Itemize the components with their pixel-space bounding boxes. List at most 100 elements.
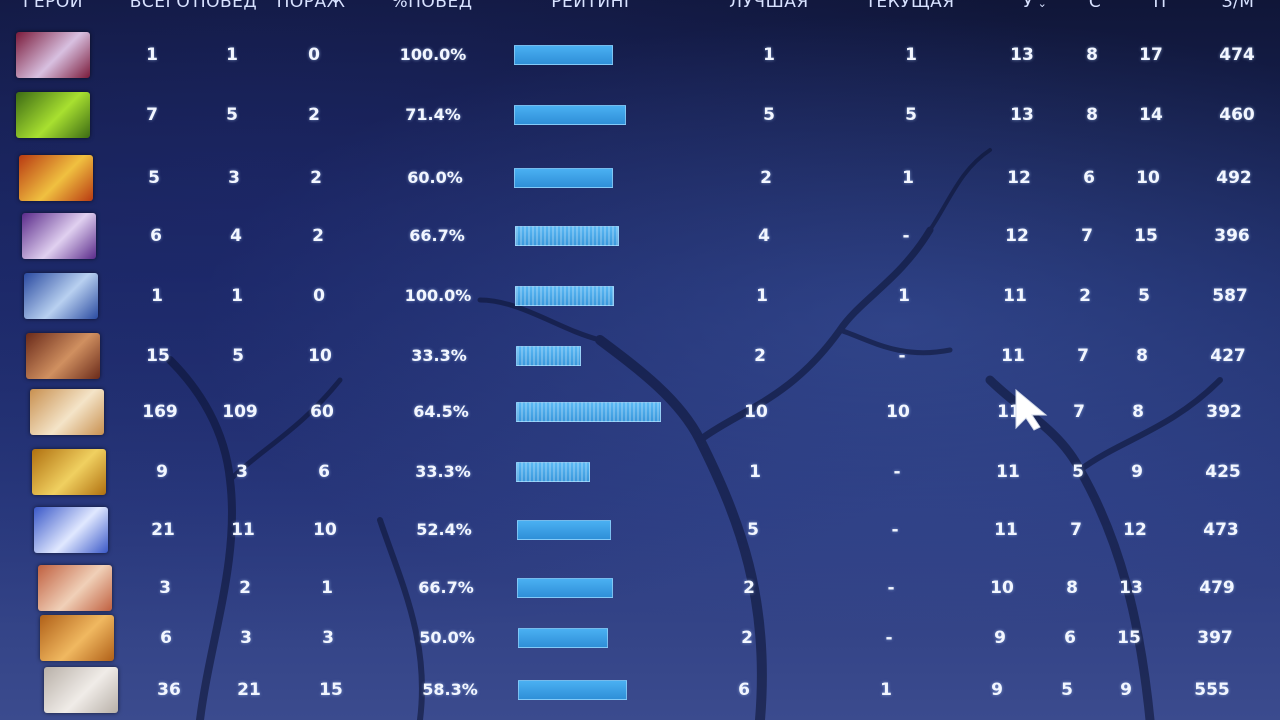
cell-total: 169 [142,402,178,422]
cell-kills: 13 [1010,45,1034,65]
cell-assists: 13 [1119,578,1143,598]
hero-portrait[interactable] [30,389,104,435]
column-header-hero[interactable]: ГЕРОЙ [23,0,83,12]
cell-losses: 2 [312,226,324,246]
column-header-deaths[interactable]: С [1088,0,1102,12]
hero-portrait[interactable] [24,273,98,319]
table-row[interactable]: 9 3 6 33.3% 1 - 11 5 9 425 [0,444,1280,500]
cell-winrate: 71.4% [405,105,461,124]
column-header-assists[interactable]: П [1153,0,1167,12]
cell-winrate: 66.7% [418,578,474,597]
cell-total: 1 [151,286,163,306]
table-header: ГЕРОЙ ВСЕГО ПОБЕД ПОРАЖ %ПОБЕД РЕЙТИНГ Л… [0,0,1280,16]
cell-assists: 8 [1132,402,1144,422]
cell-losses: 10 [308,346,332,366]
cell-gpm: 396 [1214,226,1250,246]
cell-current: 10 [886,402,910,422]
column-header-winrate[interactable]: %ПОБЕД [391,0,473,12]
rating-bar [517,578,613,598]
cell-deaths: 7 [1081,226,1093,246]
cell-gpm: 397 [1197,628,1233,648]
table-row[interactable]: 6 4 2 66.7% 4 - 12 7 15 396 [0,208,1280,264]
hero-portrait[interactable] [16,32,90,78]
column-header-gpm[interactable]: З/М [1221,0,1255,12]
cell-current: 5 [905,105,917,125]
table-row[interactable]: 15 5 10 33.3% 2 - 11 7 8 427 [0,328,1280,384]
cell-best: 5 [763,105,775,125]
column-header-kills[interactable]: У ⌄ [1023,0,1048,12]
cell-winrate: 58.3% [422,680,478,699]
column-header-total[interactable]: ВСЕГО [129,0,191,12]
table-row[interactable]: 6 3 3 50.0% 2 - 9 6 15 397 [0,610,1280,666]
table-row[interactable]: 169 109 60 64.5% 10 10 11 7 8 392 [0,384,1280,440]
cell-deaths: 6 [1083,168,1095,188]
cell-wins: 3 [236,462,248,482]
cell-wins: 1 [231,286,243,306]
hero-portrait[interactable] [19,155,93,201]
cell-kills: 13 [1010,105,1034,125]
column-header-rating[interactable]: РЕЙТИНГ [551,0,635,12]
cell-winrate: 33.3% [411,346,467,365]
hero-portrait[interactable] [22,213,96,259]
hero-portrait[interactable] [44,667,118,713]
cell-wins: 2 [239,578,251,598]
cell-gpm: 425 [1205,462,1241,482]
table-row[interactable]: 5 3 2 60.0% 2 1 12 6 10 492 [0,150,1280,206]
cell-winrate: 52.4% [416,520,472,539]
hero-portrait[interactable] [32,449,106,495]
hero-portrait[interactable] [16,92,90,138]
cell-deaths: 7 [1077,346,1089,366]
column-header-wins[interactable]: ПОБЕД [192,0,258,12]
cell-losses: 6 [318,462,330,482]
cell-assists: 9 [1131,462,1143,482]
rating-bar [516,462,590,482]
table-row[interactable]: 21 11 10 52.4% 5 - 11 7 12 473 [0,502,1280,558]
cell-wins: 21 [237,680,261,700]
cell-deaths: 7 [1073,402,1085,422]
cell-kills: 12 [1005,226,1029,246]
rating-bar [518,680,627,700]
cell-losses: 15 [319,680,343,700]
cell-best: 1 [756,286,768,306]
cell-kills: 11 [996,462,1020,482]
cell-kills: 9 [994,628,1006,648]
hero-portrait[interactable] [38,565,112,611]
cell-best: 2 [743,578,755,598]
cell-deaths: 5 [1072,462,1084,482]
cell-assists: 8 [1136,346,1148,366]
table-row[interactable]: 36 21 15 58.3% 6 1 9 5 9 555 [0,662,1280,718]
cell-best: 2 [741,628,753,648]
column-header-best[interactable]: ЛУЧШАЯ [729,0,809,12]
cell-deaths: 6 [1064,628,1076,648]
cell-current: 1 [905,45,917,65]
cell-total: 6 [150,226,162,246]
cell-winrate: 33.3% [415,462,471,481]
cell-assists: 5 [1138,286,1150,306]
table-row[interactable]: 7 5 2 71.4% 5 5 13 8 14 460 [0,87,1280,143]
hero-portrait[interactable] [40,615,114,661]
column-header-current[interactable]: ТЕКУЩАЯ [865,0,955,12]
cell-losses: 0 [308,45,320,65]
cell-losses: 10 [313,520,337,540]
cell-total: 36 [157,680,181,700]
table-row[interactable]: 3 2 1 66.7% 2 - 10 8 13 479 [0,560,1280,616]
cell-kills: 11 [1003,286,1027,306]
cell-losses: 60 [310,402,334,422]
column-header-losses[interactable]: ПОРАЖ [276,0,346,12]
cell-gpm: 473 [1203,520,1239,540]
rating-bar [515,226,619,246]
table-row[interactable]: 1 1 0 100.0% 1 1 11 2 5 587 [0,268,1280,324]
cell-wins: 109 [222,402,258,422]
hero-portrait[interactable] [26,333,100,379]
cell-winrate: 100.0% [399,45,467,64]
cell-current: 1 [880,680,892,700]
cell-assists: 14 [1139,105,1163,125]
hero-portrait[interactable] [34,507,108,553]
table-row[interactable]: 1 1 0 100.0% 1 1 13 8 17 474 [0,27,1280,83]
cell-best: 2 [760,168,772,188]
chevron-down-icon: ⌄ [1037,0,1048,10]
cell-total: 5 [148,168,160,188]
cell-winrate: 60.0% [407,168,463,187]
cell-losses: 2 [308,105,320,125]
